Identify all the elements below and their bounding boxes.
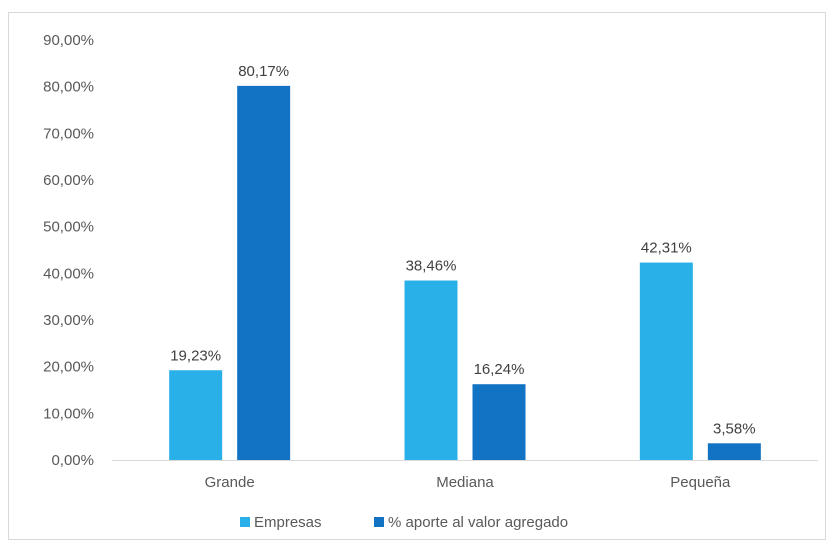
bars [169,85,761,460]
y-tick-label: 40,00% [43,265,94,282]
bar-aporte-mediana [472,384,526,460]
y-tick-label: 70,00% [43,125,94,142]
bar-empresas-mediana [404,280,458,460]
y-tick-label: 0,00% [51,452,94,469]
legend-swatch [374,517,384,527]
y-tick-label: 30,00% [43,312,94,329]
bar-data-label: 80,17% [238,63,289,80]
legend-label: Empresas [254,514,322,531]
bar-aporte-grande [237,85,291,460]
legend-swatch [240,517,250,527]
bar-data-label: 16,24% [474,361,525,378]
y-tick-label: 20,00% [43,359,94,376]
x-category-label: Grande [205,474,255,491]
bar-data-label: 3,58% [713,420,756,437]
y-tick-label: 80,00% [43,79,94,96]
bar-empresas-grande [169,370,223,460]
y-tick-label: 60,00% [43,172,94,189]
x-category-label: Mediana [436,474,494,491]
y-axis: 0,00% 10,00% 20,00% 30,00% 40,00% 50,00% 60,00… [43,32,94,469]
bar-data-label: 42,31% [641,240,692,257]
x-axis: Grande Mediana Pequeña [112,460,818,491]
legend: Empresas % aporte al valor agregado [240,514,568,531]
bar-empresas-pequeña [639,262,693,460]
y-tick-label: 10,00% [43,405,94,422]
y-tick-label: 50,00% [43,219,94,236]
data-labels: 19,23% 80,17% 38,46% 16,24% 42,31% 3,58% [170,63,755,437]
bar-aporte-pequeña [707,443,761,460]
legend-label: % aporte al valor agregado [388,514,568,531]
y-tick-label: 90,00% [43,32,94,49]
bar-data-label: 19,23% [170,347,221,364]
bar-data-label: 38,46% [406,258,457,275]
x-category-label: Pequeña [670,474,731,491]
